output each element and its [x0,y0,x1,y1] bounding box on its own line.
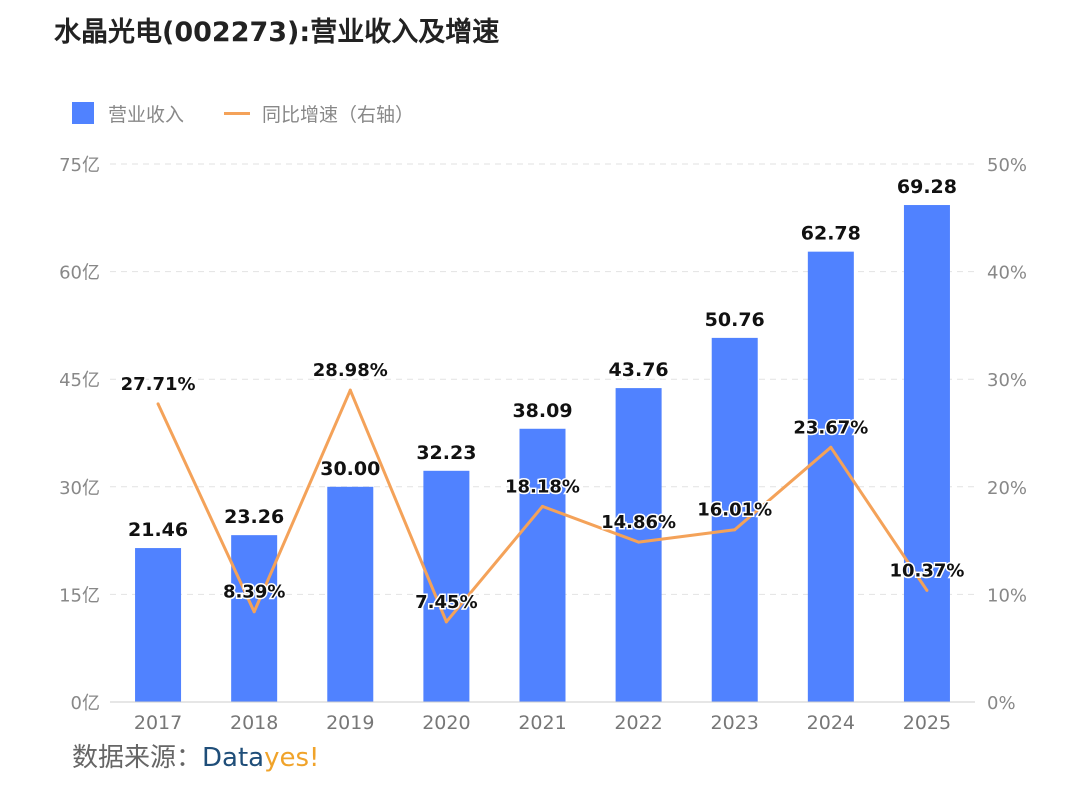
y-left-tick-label: 0亿 [71,693,100,714]
growth-point-2023 [733,528,737,532]
x-tick-label: 2019 [326,712,374,734]
growth-value-label: 14.86% [601,512,676,533]
y-right-tick-label: 40% [987,263,1027,284]
y-right-tick-label: 0% [987,693,1016,714]
growth-point-2019 [348,388,352,392]
legend: 营业收入 同比增速（右轴） [72,100,414,126]
bar-2025 [903,205,950,702]
y-right-tick-label: 30% [987,370,1027,391]
growth-point-2017 [156,402,160,406]
x-tick-label: 2021 [518,712,566,734]
bar-value-label: 43.76 [609,359,669,381]
bar-2022 [615,388,662,702]
growth-point-2021 [541,504,544,508]
legend-bar-swatch [72,102,94,124]
legend-line-swatch [224,111,251,115]
legend-bar-label: 营业收入 [108,103,185,126]
bar-value-label: 62.78 [801,223,861,245]
growth-value-label: 16.01% [697,500,772,521]
bar-2023 [711,337,758,702]
bar-value-label: 23.26 [224,506,284,528]
bar-value-label: 32.23 [416,442,476,464]
x-tick-label: 2022 [614,712,662,734]
growth-value-label: 23.67% [793,417,868,438]
growth-point-2020 [444,620,448,624]
x-tick-label: 2023 [711,712,759,734]
growth-value-label: 7.45% [415,592,477,613]
bar-2021 [519,428,566,702]
growth-value-label: 8.39% [223,582,285,603]
chart-title: 水晶光电(002273):营业收入及增速 [54,17,500,48]
y-left-tick-label: 15亿 [59,585,100,606]
y-left-tick-label: 30亿 [59,478,100,499]
growth-value-label: 18.18% [505,476,580,497]
y-right-tick-label: 20% [987,478,1027,499]
source-prefix: 数据来源： [72,743,203,773]
bar-value-label: 38.09 [512,400,572,422]
source-brand-yes: yes! [264,743,320,773]
bar-2017 [135,548,182,702]
growth-point-2018 [252,610,256,614]
y-left-tick-label: 75亿 [59,155,100,176]
y-left-tick-label: 45亿 [59,370,100,391]
bar-2024 [807,251,854,702]
growth-point-2024 [829,445,833,449]
bar-2018 [231,535,278,702]
source-brand-data: Data [202,743,265,773]
bar-2019 [327,486,374,702]
x-tick-label: 2025 [903,712,951,734]
growth-value-label: 28.98% [313,360,388,381]
legend-line-label: 同比增速（右轴） [262,103,415,126]
growth-value-label: 10.37% [889,560,964,581]
growth-point-2025 [925,588,929,592]
y-left-tick-label: 60亿 [59,263,100,284]
bar-value-label: 69.28 [897,176,957,198]
bar-value-label: 50.76 [705,309,765,331]
growth-point-2022 [637,540,641,544]
x-tick-label: 2018 [230,712,278,734]
growth-value-label: 27.71% [121,374,196,395]
y-right-tick-label: 50% [987,155,1027,176]
bar-value-label: 21.46 [128,519,188,541]
x-tick-label: 2024 [807,712,855,734]
data-source: 数据来源：Datayes! [72,737,319,774]
x-tick-label: 2020 [422,712,470,734]
bar-value-label: 30.00 [320,458,380,480]
y-right-tick-label: 10% [987,585,1027,606]
x-tick-label: 2017 [134,712,182,734]
